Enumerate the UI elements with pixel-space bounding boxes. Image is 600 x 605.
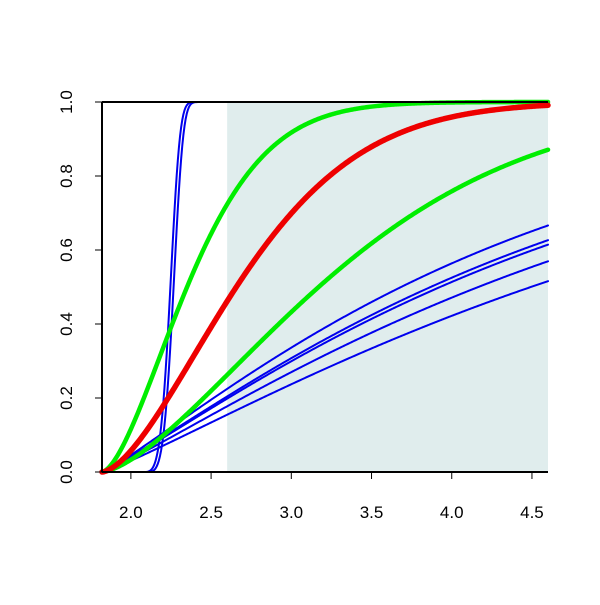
series-line-9-blue <box>101 260 549 473</box>
y-tick-label-4: 0.8 <box>57 164 76 188</box>
series-line-7-blue <box>101 239 549 473</box>
y-tick-label-0: 0.0 <box>57 460 76 484</box>
axes-layer: 2.0 2.5 3.0 3.5 4.0 4.5 0.0 0.2 0.4 0.6 0.8 1.0 <box>57 90 548 522</box>
x-tick-label-0: 2.0 <box>119 503 143 522</box>
series-line-8-blue <box>101 243 549 473</box>
shaded-region <box>227 102 548 472</box>
x-tick-label-4: 4.0 <box>440 503 464 522</box>
y-tick-label-3: 0.6 <box>57 238 76 262</box>
x-tick-label-3: 3.5 <box>360 503 384 522</box>
series-line-5-green <box>99 147 551 475</box>
y-tick-label-2: 0.4 <box>57 312 76 336</box>
series-line-4-red <box>99 102 551 475</box>
series-layer <box>99 99 551 475</box>
x-tick-label-2: 3.0 <box>279 503 303 522</box>
series-line-10-blue <box>101 280 549 473</box>
x-tick-label-1: 2.5 <box>199 503 223 522</box>
y-tick-label-1: 0.2 <box>57 386 76 410</box>
x-tick-label-5: 4.5 <box>520 503 544 522</box>
shaded-region-layer <box>227 102 548 472</box>
y-tick-label-5: 1.0 <box>57 90 76 114</box>
